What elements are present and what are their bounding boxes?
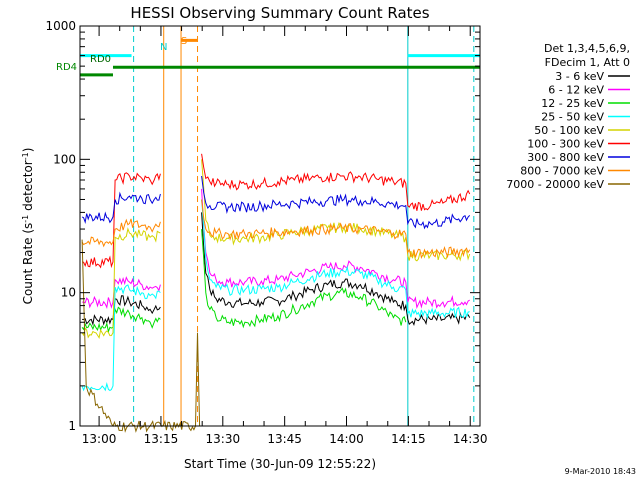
y-axis-label: Count Rate (s-1 detector-1) [21,148,36,305]
y-axis-label-sup1: -1 [21,215,30,223]
series-line [201,188,470,309]
y-tick-label: 1 [68,419,76,433]
series-line [82,276,161,310]
legend-header: Det 1,3,4,5,6,9, [544,42,630,55]
legend-entry-label: 50 - 100 keV [534,124,604,137]
series-line [201,159,471,262]
y-axis-label-sup2: -1 [21,152,30,160]
x-tick-label: 14:15 [391,432,426,446]
vertical-markers [133,26,475,426]
series-line [201,175,471,230]
annotation-label: RD0 [90,54,111,65]
y-tick-label: 1000 [45,19,76,33]
series-line [81,172,161,269]
series-line [201,212,471,326]
x-tick-label: 13:45 [267,432,302,446]
annotation-label: S [181,36,187,47]
annotations: RD0 RD4 N S [56,36,187,73]
x-tick-label: 13:00 [82,432,117,446]
y-axis-label-prefix: Count Rate (s [21,223,35,305]
x-tick-label: 14:30 [453,432,488,446]
y-tick-label: 100 [53,152,76,166]
series-line [201,153,471,211]
legend-entry-label: 3 - 6 keV [555,70,604,83]
legend-entry-label: 25 - 50 keV [541,111,604,124]
annotation-label: N [160,42,167,53]
x-tick-label: 14:00 [329,432,364,446]
series-line [81,239,201,433]
x-axis-ticks: 13:00 13:15 13:30 13:45 14:00 14:15 14:30 [82,26,488,446]
x-axis-label: Start Time (30-Jun-09 12:55:22) [184,457,376,471]
series-line [81,227,161,340]
legend-entry-label: 800 - 7000 keV [520,165,604,178]
y-axis-ticks: 1 10 100 1000 [45,19,480,433]
series-line [81,284,161,392]
y-tick-label: 10 [61,286,76,300]
legend-entry-label: 6 - 12 keV [548,84,604,97]
series-line [201,199,471,259]
annotation-label: RD4 [56,62,77,73]
chart-title: HESSI Observing Summary Count Rates [130,4,429,22]
state-bars [80,38,480,77]
series-line [201,229,407,329]
legend-entry-label: 12 - 25 keV [541,97,604,110]
legend-entry-label: 100 - 300 keV [527,138,604,151]
series-line [82,295,161,326]
data-series [81,153,471,433]
series-line [81,218,161,248]
legend-entry-label: 7000 - 20000 keV [506,178,604,191]
x-tick-label: 13:15 [144,432,179,446]
series-line [81,191,161,225]
plot-frame [79,25,481,427]
y-axis-label-suffix: ) [21,148,35,153]
series-line [81,306,161,334]
y-axis-label-mid: detector [21,160,35,215]
footer-timestamp: 9-Mar-2010 18:43 [565,467,636,476]
legend-entry-label: 300 - 800 keV [527,151,604,164]
legend: Det 1,3,4,5,6,9,FDecim 1, Att 03 - 6 keV… [506,42,630,191]
legend-header: FDecim 1, Att 0 [545,56,630,69]
series-line [201,199,470,320]
x-tick-label: 13:30 [206,432,241,446]
